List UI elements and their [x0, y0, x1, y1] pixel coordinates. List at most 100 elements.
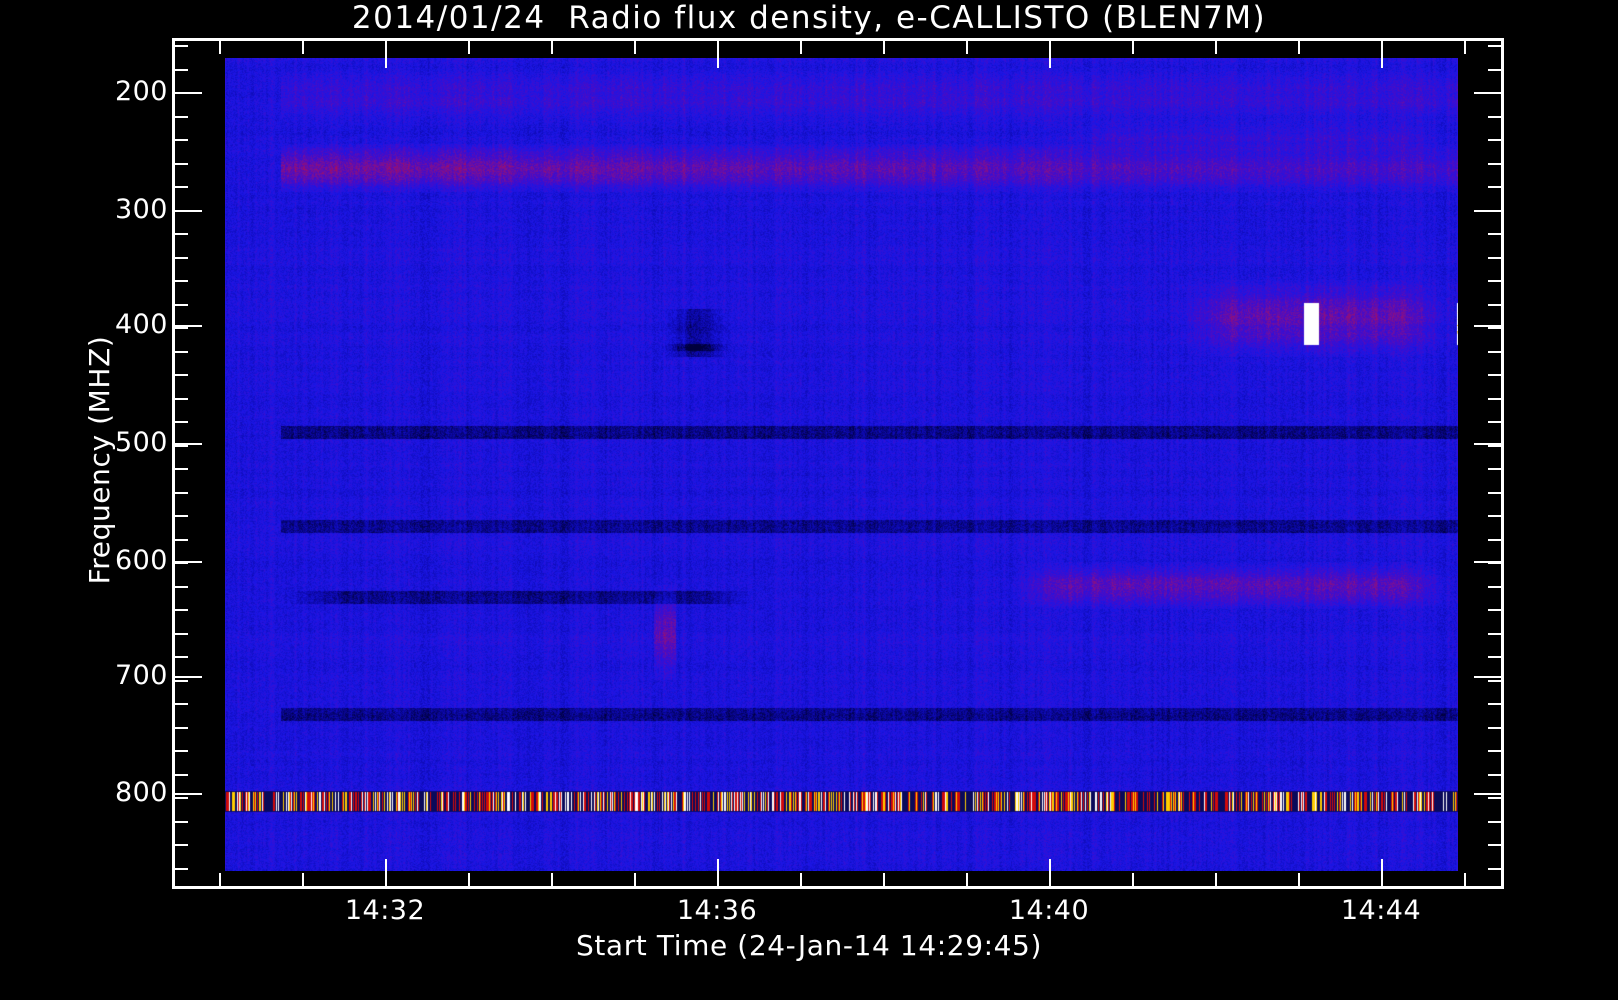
x-minor-tick — [800, 41, 802, 54]
y-minor-tick — [175, 398, 188, 400]
y-minor-tick — [175, 351, 188, 353]
y-minor-tick — [1488, 304, 1501, 306]
y-minor-tick — [175, 727, 188, 729]
y-minor-tick — [175, 656, 188, 658]
y-axis-title: Frequency (MHZ) — [83, 335, 116, 585]
x-axis-tick-label: 14:32 — [344, 895, 426, 926]
x-minor-tick — [883, 873, 885, 886]
y-axis-tick-label: 500 — [114, 427, 168, 458]
x-minor-tick — [1298, 873, 1300, 886]
y-major-tick — [1474, 443, 1501, 445]
x-minor-tick — [1464, 41, 1466, 54]
y-minor-tick — [1488, 727, 1501, 729]
y-minor-tick — [175, 421, 188, 423]
y-minor-tick — [175, 515, 188, 517]
x-major-tick — [1381, 859, 1383, 886]
y-minor-tick — [175, 445, 188, 447]
x-axis-title: Start Time (24-Jan-14 14:29:45) — [575, 929, 1042, 962]
x-minor-tick — [634, 41, 636, 54]
x-axis-tick-label: 14:36 — [676, 895, 758, 926]
y-axis-tick-label: 800 — [114, 777, 168, 808]
y-minor-tick — [175, 633, 188, 635]
y-major-tick — [1474, 92, 1501, 94]
y-minor-tick — [1488, 609, 1501, 611]
x-major-tick — [717, 41, 719, 68]
y-minor-tick — [1488, 186, 1501, 188]
y-minor-tick — [1488, 139, 1501, 141]
y-major-tick — [1474, 561, 1501, 563]
y-minor-tick — [1488, 539, 1501, 541]
y-minor-tick — [175, 116, 188, 118]
x-minor-tick — [634, 873, 636, 886]
y-minor-tick — [1488, 492, 1501, 494]
y-minor-tick — [1488, 45, 1501, 47]
y-minor-tick — [1488, 69, 1501, 71]
x-minor-tick — [966, 41, 968, 54]
x-major-tick — [717, 859, 719, 886]
y-major-tick — [175, 443, 202, 445]
x-minor-tick — [1464, 873, 1466, 886]
x-minor-tick — [219, 41, 221, 54]
y-minor-tick — [175, 797, 188, 799]
y-major-tick — [1474, 210, 1501, 212]
x-major-tick — [1381, 41, 1383, 68]
x-major-tick — [1049, 859, 1051, 886]
y-minor-tick — [175, 304, 188, 306]
x-major-tick — [385, 859, 387, 886]
y-minor-tick — [175, 750, 188, 752]
y-minor-tick — [175, 562, 188, 564]
x-axis-tick-label: 14:44 — [1340, 895, 1422, 926]
y-minor-tick — [1488, 116, 1501, 118]
y-minor-tick — [1488, 445, 1501, 447]
y-minor-tick — [175, 821, 188, 823]
y-minor-tick — [175, 586, 188, 588]
y-axis-tick-label: 400 — [114, 309, 168, 340]
y-minor-tick — [1488, 750, 1501, 752]
y-minor-tick — [175, 492, 188, 494]
y-minor-tick — [175, 680, 188, 682]
y-minor-tick — [175, 539, 188, 541]
y-minor-tick — [175, 69, 188, 71]
y-minor-tick — [1488, 586, 1501, 588]
x-minor-tick — [219, 873, 221, 886]
y-minor-tick — [1488, 351, 1501, 353]
y-major-tick — [175, 793, 202, 795]
y-minor-tick — [175, 280, 188, 282]
x-minor-tick — [883, 41, 885, 54]
y-minor-tick — [1488, 774, 1501, 776]
x-minor-tick — [800, 873, 802, 886]
y-minor-tick — [175, 868, 188, 870]
y-minor-tick — [1488, 327, 1501, 329]
y-minor-tick — [175, 163, 188, 165]
y-minor-tick — [1488, 656, 1501, 658]
x-major-tick — [1049, 41, 1051, 68]
y-minor-tick — [1488, 821, 1501, 823]
y-minor-tick — [1488, 421, 1501, 423]
y-minor-tick — [1488, 374, 1501, 376]
x-minor-tick — [302, 873, 304, 886]
y-minor-tick — [175, 609, 188, 611]
y-major-tick — [1474, 676, 1501, 678]
y-minor-tick — [175, 45, 188, 47]
y-axis-tick-label: 300 — [114, 194, 168, 225]
y-major-tick — [175, 561, 202, 563]
y-minor-tick — [1488, 844, 1501, 846]
y-minor-tick — [175, 139, 188, 141]
y-axis-tick-label: 600 — [114, 545, 168, 576]
x-axis-tick-label: 14:40 — [1008, 895, 1090, 926]
x-minor-tick — [1132, 873, 1134, 886]
page-title: 2014/01/24 Radio flux density, e-CALLIST… — [351, 0, 1267, 36]
x-minor-tick — [1298, 41, 1300, 54]
y-minor-tick — [175, 327, 188, 329]
spectrogram-heatmap — [225, 58, 1458, 871]
x-minor-tick — [302, 41, 304, 54]
y-axis-tick-label: 700 — [114, 660, 168, 691]
y-minor-tick — [175, 186, 188, 188]
y-minor-tick — [1488, 233, 1501, 235]
y-minor-tick — [175, 468, 188, 470]
y-minor-tick — [1488, 468, 1501, 470]
y-major-tick — [175, 92, 202, 94]
y-axis-tick-label: 200 — [114, 76, 168, 107]
x-minor-tick — [966, 873, 968, 886]
